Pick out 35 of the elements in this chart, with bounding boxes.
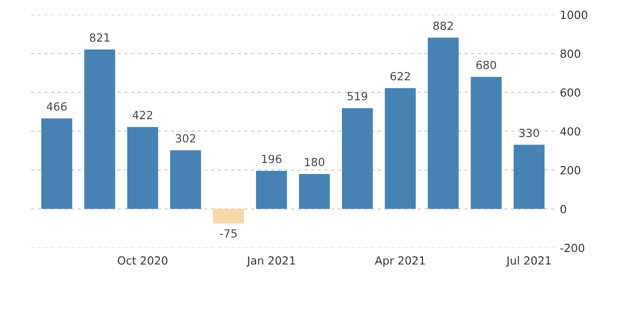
data-label: 466 <box>46 102 67 111</box>
data-label: 622 <box>390 72 410 80</box>
bar <box>342 108 373 209</box>
bar <box>170 150 202 209</box>
x-tick-label: Jul 2021 <box>506 256 551 267</box>
bar <box>428 38 459 209</box>
data-label: 519 <box>348 92 368 100</box>
bar <box>41 118 72 209</box>
y-tick-label: 0 <box>560 204 566 214</box>
y-tick-label: 600 <box>560 88 580 97</box>
bar <box>514 144 545 209</box>
x-tick-label: Apr 2021 <box>374 256 425 267</box>
data-label: 302 <box>176 134 196 143</box>
bar <box>127 126 158 209</box>
bar <box>384 88 416 209</box>
bar <box>256 170 287 209</box>
y-tick-label: 200 <box>560 166 580 174</box>
x-tick-label: Jan 2021 <box>246 256 295 267</box>
bar <box>298 174 330 209</box>
data-label: 196 <box>262 154 282 164</box>
y-tick-label: 1000 <box>560 10 588 20</box>
y-tick-label: 800 <box>560 49 580 58</box>
data-label: 821 <box>90 33 110 42</box>
data-label: 680 <box>476 60 496 70</box>
bar <box>84 49 116 209</box>
x-tick-label: Oct 2020 <box>118 256 168 265</box>
y-tick-label: 400 <box>560 127 580 136</box>
data-label: 422 <box>132 110 152 120</box>
data-label: 882 <box>433 21 453 30</box>
data-label: -75 <box>220 229 237 238</box>
data-label: 180 <box>305 158 324 166</box>
bar <box>470 76 502 209</box>
bar <box>213 208 244 224</box>
data-label: 330 <box>519 128 539 138</box>
y-tick-label: -200 <box>560 244 584 252</box>
